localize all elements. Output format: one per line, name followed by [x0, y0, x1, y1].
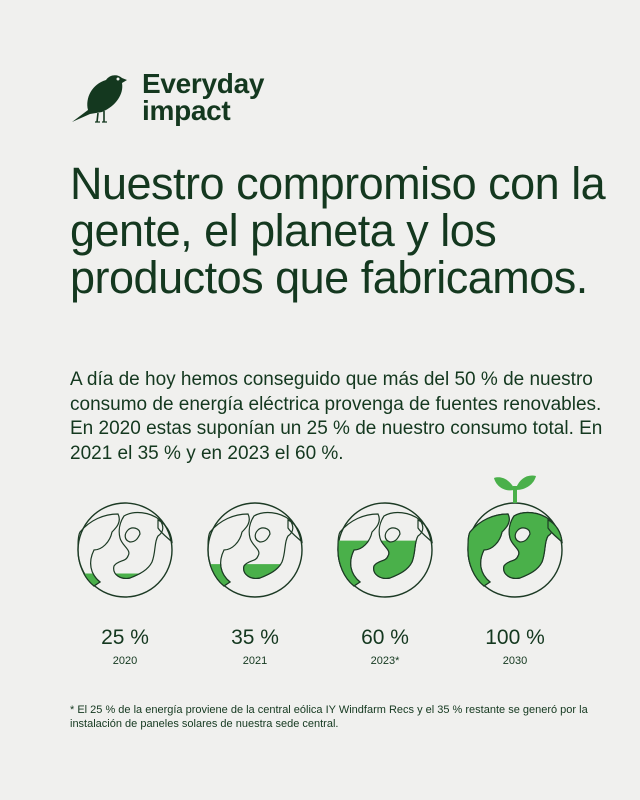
globe-year: 2020: [112, 655, 138, 667]
globe-sprout-icon: [467, 475, 563, 598]
sprout-leaf-right: [516, 475, 536, 490]
continent-outline: [113, 511, 164, 579]
globe-year: 2023*: [370, 655, 400, 667]
continent-fill: [429, 540, 433, 544]
continent-outline: [287, 519, 303, 544]
continent-fill: [547, 519, 563, 544]
globe-percent: 35 %: [231, 626, 279, 649]
globe-item-2021: 35 % 2021: [190, 470, 320, 680]
globes-row: 25 % 2020 35 % 2021 60 % 2023* 100 % 203…: [60, 470, 580, 680]
continent-fill: [114, 573, 142, 579]
renewable-fill: [209, 564, 282, 587]
renewable-fill: [337, 540, 433, 587]
bird-icon: [72, 75, 127, 123]
footnote: * El 25 % de la energía proviene de la c…: [70, 704, 588, 730]
brand-name-line2: impact: [142, 95, 231, 126]
globe-item-2020: 25 % 2020: [60, 470, 190, 680]
globe-year: 2021: [242, 655, 268, 667]
globe-percent: 25 %: [101, 626, 149, 649]
continent-fill: [467, 513, 510, 587]
globe-percent: 60 %: [361, 626, 409, 649]
sprout-leaf-left: [494, 477, 514, 491]
renewable-fill: [467, 511, 563, 587]
lake: [384, 527, 401, 543]
continent-outline: [157, 519, 173, 544]
continent-fill: [373, 540, 417, 579]
brand-name-line1: Everyday: [142, 68, 265, 99]
globe-percent: 100 %: [485, 626, 545, 649]
continent-outline: [207, 513, 250, 587]
continent-fill: [503, 511, 554, 579]
brand-logo: Everyday impact: [70, 68, 310, 130]
continent-fill: [243, 564, 282, 579]
globe-icon: [337, 502, 433, 598]
intro-paragraph: A día de hoy hemos conseguido que más de…: [70, 369, 603, 464]
continent-fill: [209, 564, 232, 587]
continent-outline: [77, 513, 120, 587]
globe-item-2030: 100 % 2030: [450, 470, 580, 680]
brand-name: Everyday impact: [142, 68, 265, 126]
lake: [124, 527, 141, 543]
globe-icon: [207, 502, 303, 598]
continent-fill: [83, 573, 102, 587]
continent-fill: [337, 540, 370, 587]
lake: [254, 527, 271, 543]
globe-icon: [77, 502, 173, 598]
globe-item-2023: 60 % 2023*: [320, 470, 450, 680]
globe-year: 2030: [502, 655, 528, 667]
lake: [514, 527, 531, 543]
renewable-fill: [83, 573, 142, 587]
page-title: Nuestro compromiso con la gente, el plan…: [70, 158, 606, 303]
